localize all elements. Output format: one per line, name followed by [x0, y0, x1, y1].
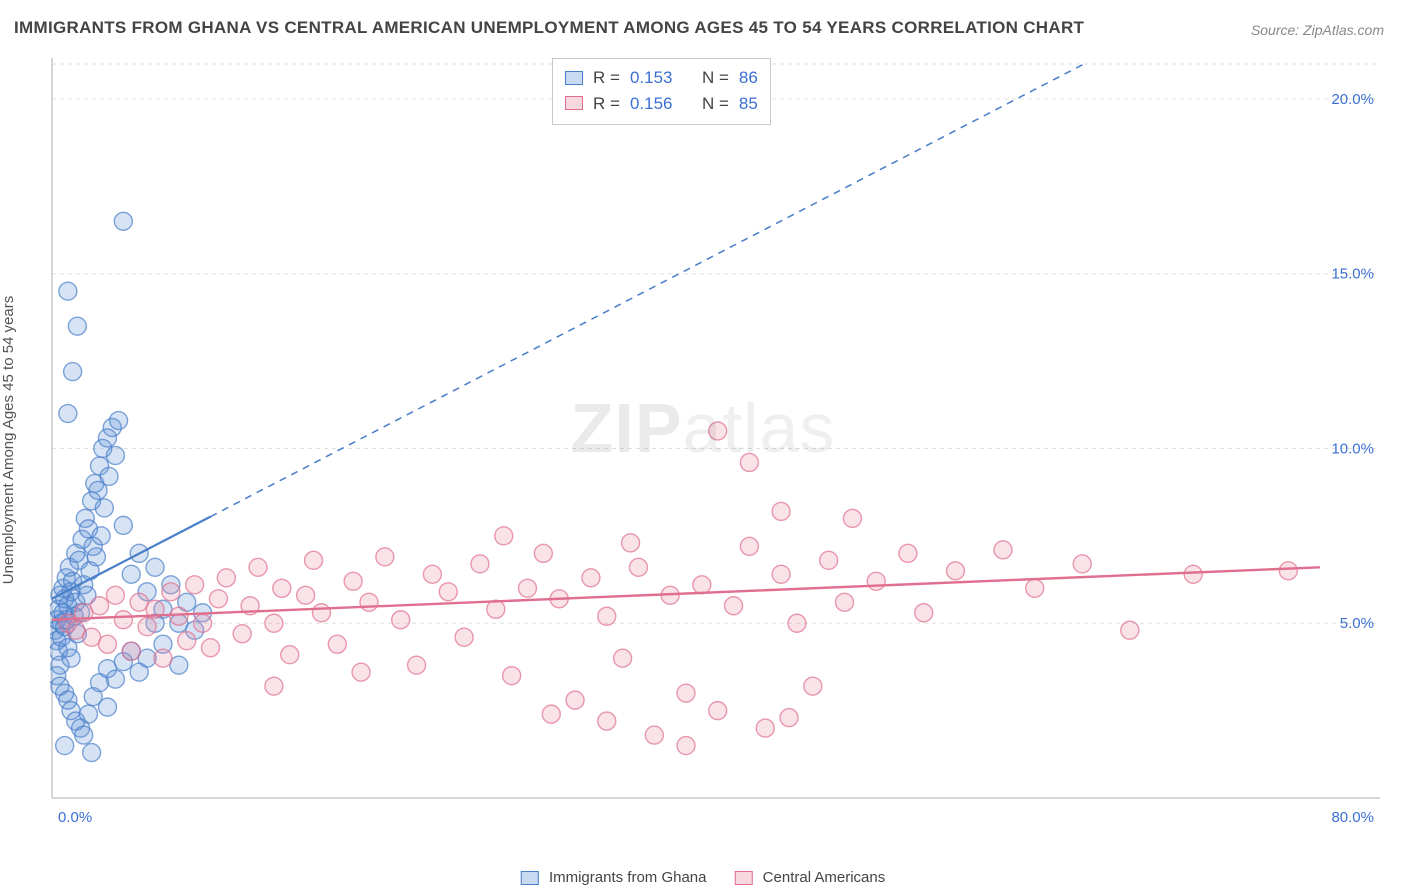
watermark: ZIPatlas [571, 388, 836, 468]
stat-R-label: R = [593, 91, 620, 117]
legend: Immigrants from Ghana Central Americans [521, 869, 885, 886]
chart-container: IMMIGRANTS FROM GHANA VS CENTRAL AMERICA… [0, 0, 1406, 892]
chart-title: IMMIGRANTS FROM GHANA VS CENTRAL AMERICA… [14, 18, 1084, 38]
watermark-zip: ZIP [571, 389, 683, 467]
watermark-atlas: atlas [683, 389, 836, 467]
correlation-stats-box: R = 0.153 N = 86 R = 0.156 N = 85 [552, 58, 771, 125]
svg-text:20.0%: 20.0% [1331, 91, 1374, 108]
legend-item-central: Central Americans [735, 869, 886, 886]
swatch-central [565, 96, 583, 110]
legend-ghana-label: Immigrants from Ghana [549, 869, 707, 886]
stat-N-ghana: 86 [739, 65, 758, 91]
swatch-ghana [565, 71, 583, 85]
svg-text:15.0%: 15.0% [1331, 266, 1374, 283]
legend-item-ghana: Immigrants from Ghana [521, 869, 707, 886]
stat-R-central: 0.156 [630, 91, 673, 117]
source-attribution: Source: ZipAtlas.com [1251, 22, 1384, 38]
svg-text:5.0%: 5.0% [1340, 615, 1374, 632]
stat-N-central: 85 [739, 91, 758, 117]
svg-text:10.0%: 10.0% [1331, 440, 1374, 457]
y-axis-label: Unemployment Among Ages 45 to 54 years [0, 240, 17, 640]
stat-N-label: N = [702, 91, 729, 117]
swatch-ghana-icon [521, 871, 539, 885]
stats-row-central: R = 0.156 N = 85 [565, 91, 758, 117]
legend-central-label: Central Americans [763, 869, 886, 886]
svg-text:80.0%: 80.0% [1331, 809, 1374, 826]
stat-R-ghana: 0.153 [630, 65, 673, 91]
stat-N-label: N = [702, 65, 729, 91]
stats-row-ghana: R = 0.153 N = 86 [565, 65, 758, 91]
swatch-central-icon [735, 871, 753, 885]
stat-R-label: R = [593, 65, 620, 91]
svg-text:0.0%: 0.0% [58, 809, 92, 826]
